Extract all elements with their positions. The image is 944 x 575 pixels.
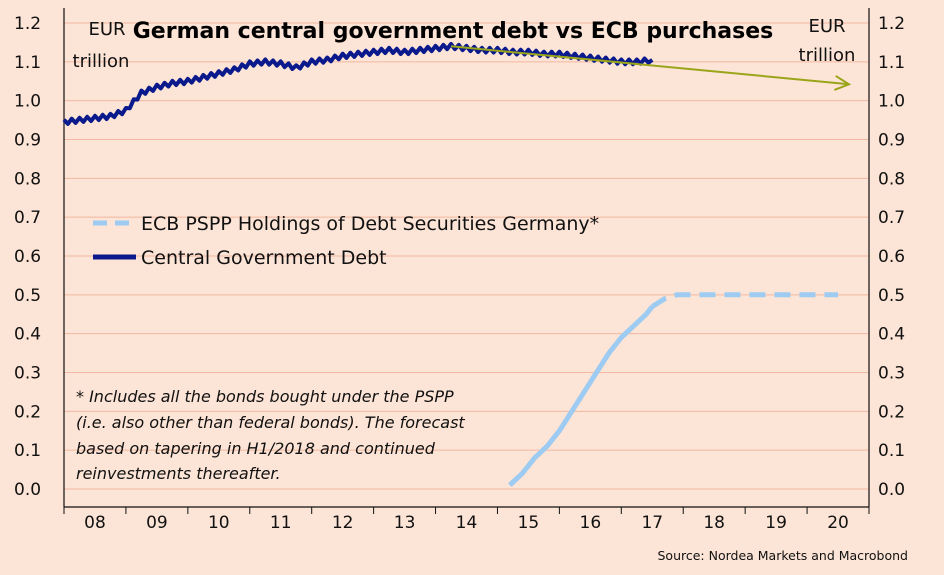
footnote-line-2: (i.e. also other than federal bonds). Th…: [76, 413, 465, 432]
y-axis-left-ticks: 0.0 0.1 0.2 0.3 0.4 0.5 0.6 0.7 0.8 0.9 1.0 1.1 1.2: [14, 14, 41, 500]
y-tick-label-left: 1.2: [14, 14, 41, 34]
x-tick-label: 18: [703, 513, 725, 533]
x-tick-label: 17: [641, 513, 663, 533]
legend-label-pspp: ECB PSPP Holdings of Debt Securities Ger…: [141, 213, 599, 235]
footnote: * Includes all the bonds bought under th…: [76, 387, 465, 483]
footnote-line-4: reinvestments thereafter.: [76, 464, 281, 483]
y-tick-label-right: 0.4: [878, 325, 905, 345]
y-axis-right-ticks: 0.0 0.1 0.2 0.3 0.4 0.5 0.6 0.7 0.8 0.9 1.0 1.1 1.2: [878, 14, 905, 500]
footnote-line-1: * Includes all the bonds bought under th…: [76, 387, 454, 406]
x-tick-label: 11: [270, 513, 292, 533]
x-tick-label: 14: [456, 513, 478, 533]
y-unit-right-line2: trillion: [799, 45, 856, 66]
y-tick-label-left: 0.2: [14, 402, 41, 422]
y-tick-label-right: 0.5: [878, 286, 905, 306]
forecast-arrow-head: [834, 75, 852, 91]
gridlines: [64, 22, 869, 490]
y-tick-label-right: 0.1: [878, 441, 905, 461]
series-central-government-debt: [62, 42, 654, 126]
y-tick-label-right: 0.2: [878, 402, 905, 422]
y-tick-label-left: 0.4: [14, 325, 41, 345]
y-tick-label-right: 0.7: [878, 208, 905, 228]
x-tick-label: 15: [518, 513, 540, 533]
series-pspp-forecast: [650, 292, 838, 309]
x-axis-ticks: 08 09 10 11 12 13 14 15 16 17 18 19 20: [63, 507, 870, 533]
y-tick-label-left: 0.7: [14, 208, 41, 228]
y-tick-label-right: 0.9: [878, 131, 905, 151]
y-tick-label-left: 0.5: [14, 286, 41, 306]
series-layer: [62, 42, 852, 487]
y-tick-label-right: 0.8: [878, 169, 905, 189]
y-tick-label-left: 1.1: [14, 53, 41, 73]
y-tick-label-right: 0.6: [878, 247, 905, 267]
y-tick-label-right: 0.3: [878, 364, 905, 384]
source-note: Source: Nordea Markets and Macrobond: [657, 548, 908, 563]
x-tick-label: 19: [765, 513, 787, 533]
y-tick-label-right: 1.1: [878, 53, 905, 73]
y-tick-label-left: 0.6: [14, 247, 41, 267]
x-tick-label: 09: [146, 513, 168, 533]
y-tick-label-right: 1.0: [878, 92, 905, 112]
x-tick-label: 12: [332, 513, 354, 533]
series-pspp-actual: [508, 304, 655, 487]
y-tick-label-left: 0.9: [14, 131, 41, 151]
axes: [63, 8, 870, 508]
y-tick-label-left: 0.1: [14, 441, 41, 461]
chart-title: German central government debt vs ECB pu…: [133, 19, 773, 44]
y-tick-label-right: 1.2: [878, 14, 905, 34]
y-tick-label-right: 0.0: [878, 480, 905, 500]
x-tick-label: 08: [84, 513, 106, 533]
x-tick-label: 20: [827, 513, 849, 533]
y-tick-label-left: 0.3: [14, 364, 41, 384]
x-tick-label: 10: [208, 513, 230, 533]
legend: ECB PSPP Holdings of Debt Securities Ger…: [93, 213, 599, 269]
legend-label-debt: Central Government Debt: [141, 247, 387, 269]
x-tick-label: 16: [580, 513, 602, 533]
footnote-line-3: based on tapering in H1/2018 and continu…: [76, 439, 436, 458]
y-unit-left-line2: trillion: [73, 51, 130, 72]
y-tick-label-left: 0.8: [14, 169, 41, 189]
y-tick-label-left: 0.0: [14, 480, 41, 500]
y-unit-left-line1: EUR: [88, 19, 125, 40]
x-tick-label: 13: [394, 513, 416, 533]
forecast-arrow-line: [450, 45, 850, 86]
y-unit-right-line1: EUR: [808, 16, 845, 37]
y-tick-label-left: 1.0: [14, 92, 41, 112]
